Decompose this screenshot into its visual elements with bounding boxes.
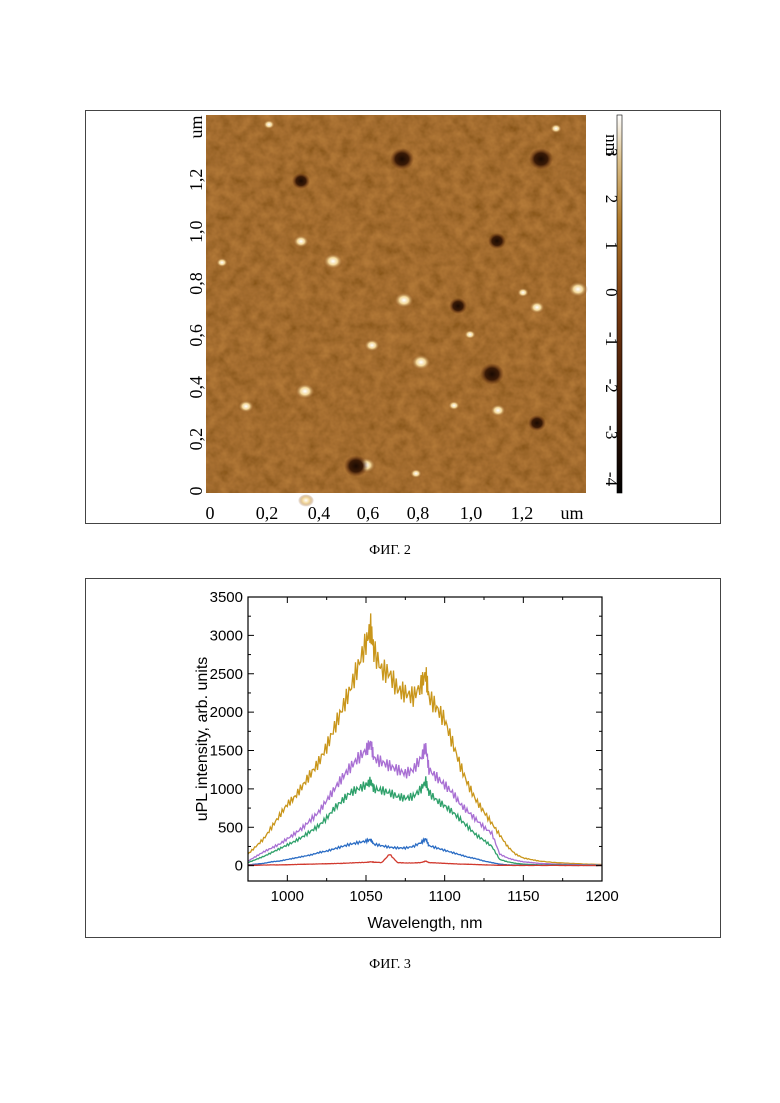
afm-y-tick-label: 0: [186, 487, 206, 496]
afm-figure-panel: 0 0,2 0,4 0,6 0,8 1,0 1,2 um 0 0,2 0,4 0,6 0,8 1,0 1,…: [85, 110, 721, 524]
afm-y-tick-label: 0,2: [186, 428, 206, 451]
afm-grain-bright: [263, 120, 275, 130]
afm-grain-dark: [449, 298, 467, 314]
afm-grain-bright: [490, 405, 506, 418]
colorbar-tick-label: -4: [602, 472, 621, 487]
afm-grain-bright: [529, 302, 545, 315]
pl-series-line: [248, 613, 602, 864]
afm-x-tick-label: 0,4: [308, 503, 331, 523]
y-tick-label: 2000: [210, 704, 243, 721]
y-tick-label: 1500: [210, 743, 243, 760]
colorbar-tick-label: 2: [602, 195, 621, 204]
y-tick-label: 0: [235, 858, 243, 875]
afm-grain-bright: [410, 469, 422, 479]
afm-x-unit-label: um: [560, 503, 583, 523]
colorbar-tick-label: 1: [602, 241, 621, 250]
figure-2-caption: ФИГ. 2: [0, 543, 780, 559]
afm-grain-bright: [568, 282, 588, 298]
afm-grain-dark: [488, 233, 506, 249]
pl-series-group: [248, 613, 602, 865]
y-tick-label: 3000: [210, 627, 243, 644]
figure-3-caption: ФИГ. 3: [0, 957, 780, 973]
pl-series-line: [248, 740, 602, 865]
x-tick-label: 1150: [507, 888, 539, 905]
colorbar-tick-label: 0: [602, 288, 621, 297]
afm-y-unit-label: um: [186, 115, 206, 138]
afm-grain-bright: [238, 401, 254, 414]
afm-grain-dark: [292, 173, 310, 189]
afm-colorbar: 3210-1-2-3-4nm: [602, 115, 622, 493]
afm-grain-dark: [529, 148, 553, 170]
afm-grain-bright: [448, 401, 460, 411]
afm-x-tick-label: 0,6: [357, 503, 380, 523]
afm-x-tick-label: 1,0: [460, 503, 483, 523]
afm-y-tick-label: 0,6: [186, 324, 206, 347]
colorbar-tick-label: -2: [602, 379, 621, 393]
afm-x-tick-label: 0,8: [407, 503, 430, 523]
pl-y-axis: 0 500 1000 1500 2000 2500 3000 3500: [210, 589, 602, 875]
y-tick-label: 1000: [210, 781, 243, 798]
colorbar-tick-label: -1: [602, 332, 621, 346]
afm-x-tick-label: 1,2: [511, 503, 534, 523]
afm-grain-bright: [216, 258, 228, 268]
afm-grain-bright: [394, 293, 414, 309]
x-tick-label: 1000: [271, 888, 304, 905]
pl-figure-panel: 1000 1050 1100 1150 1200 0 500 1000 1500 2000 250…: [85, 578, 721, 938]
colorbar-unit-label: nm: [602, 134, 621, 156]
afm-y-tick-label: 0,4: [186, 376, 206, 399]
afm-x-tick-label: 0,2: [256, 503, 279, 523]
afm-grain-bright: [464, 330, 476, 340]
x-tick-label: 1050: [349, 888, 382, 905]
colorbar-tick-label: -3: [602, 425, 621, 439]
pl-x-axis: 1000 1050 1100 1150 1200: [248, 597, 619, 905]
afm-y-axis: 0 0,2 0,4 0,6 0,8 1,0 1,2 um: [186, 115, 206, 495]
y-axis-label: uPL intensity, arb. units: [194, 657, 211, 822]
afm-grain-dark: [344, 455, 368, 477]
afm-grain-bright: [364, 340, 380, 353]
y-tick-label: 3500: [210, 589, 243, 606]
afm-plot: 0 0,2 0,4 0,6 0,8 1,0 1,2 um 0 0,2 0,4 0,6 0,8 1,0 1,…: [86, 111, 720, 523]
afm-grain-bright: [323, 254, 343, 270]
afm-grain-bright: [295, 384, 315, 400]
afm-grain-bright: [550, 124, 562, 134]
afm-x-axis: 0 0,2 0,4 0,6 0,8 1,0 1,2 um: [206, 503, 584, 523]
afm-y-tick-label: 1,0: [186, 220, 206, 243]
y-tick-label: 500: [218, 819, 243, 836]
afm-y-tick-label: 0,8: [186, 272, 206, 295]
x-axis-label: Wavelength, nm: [367, 915, 482, 932]
afm-grain-dark: [480, 363, 504, 385]
afm-image: [206, 115, 588, 507]
afm-grain-dark: [528, 415, 546, 431]
pl-chart: 1000 1050 1100 1150 1200 0 500 1000 1500 2000 250…: [86, 579, 720, 937]
x-tick-label: 1100: [429, 888, 461, 905]
y-tick-label: 2500: [210, 666, 243, 683]
afm-grain-bright: [293, 236, 309, 249]
afm-x-tick-label: 0: [206, 503, 215, 523]
x-tick-label: 1200: [585, 888, 618, 905]
afm-grain-dark: [390, 148, 414, 170]
afm-y-tick-label: 1,2: [186, 169, 206, 192]
afm-grain-bright: [517, 288, 529, 298]
afm-grain-bright: [411, 355, 431, 371]
